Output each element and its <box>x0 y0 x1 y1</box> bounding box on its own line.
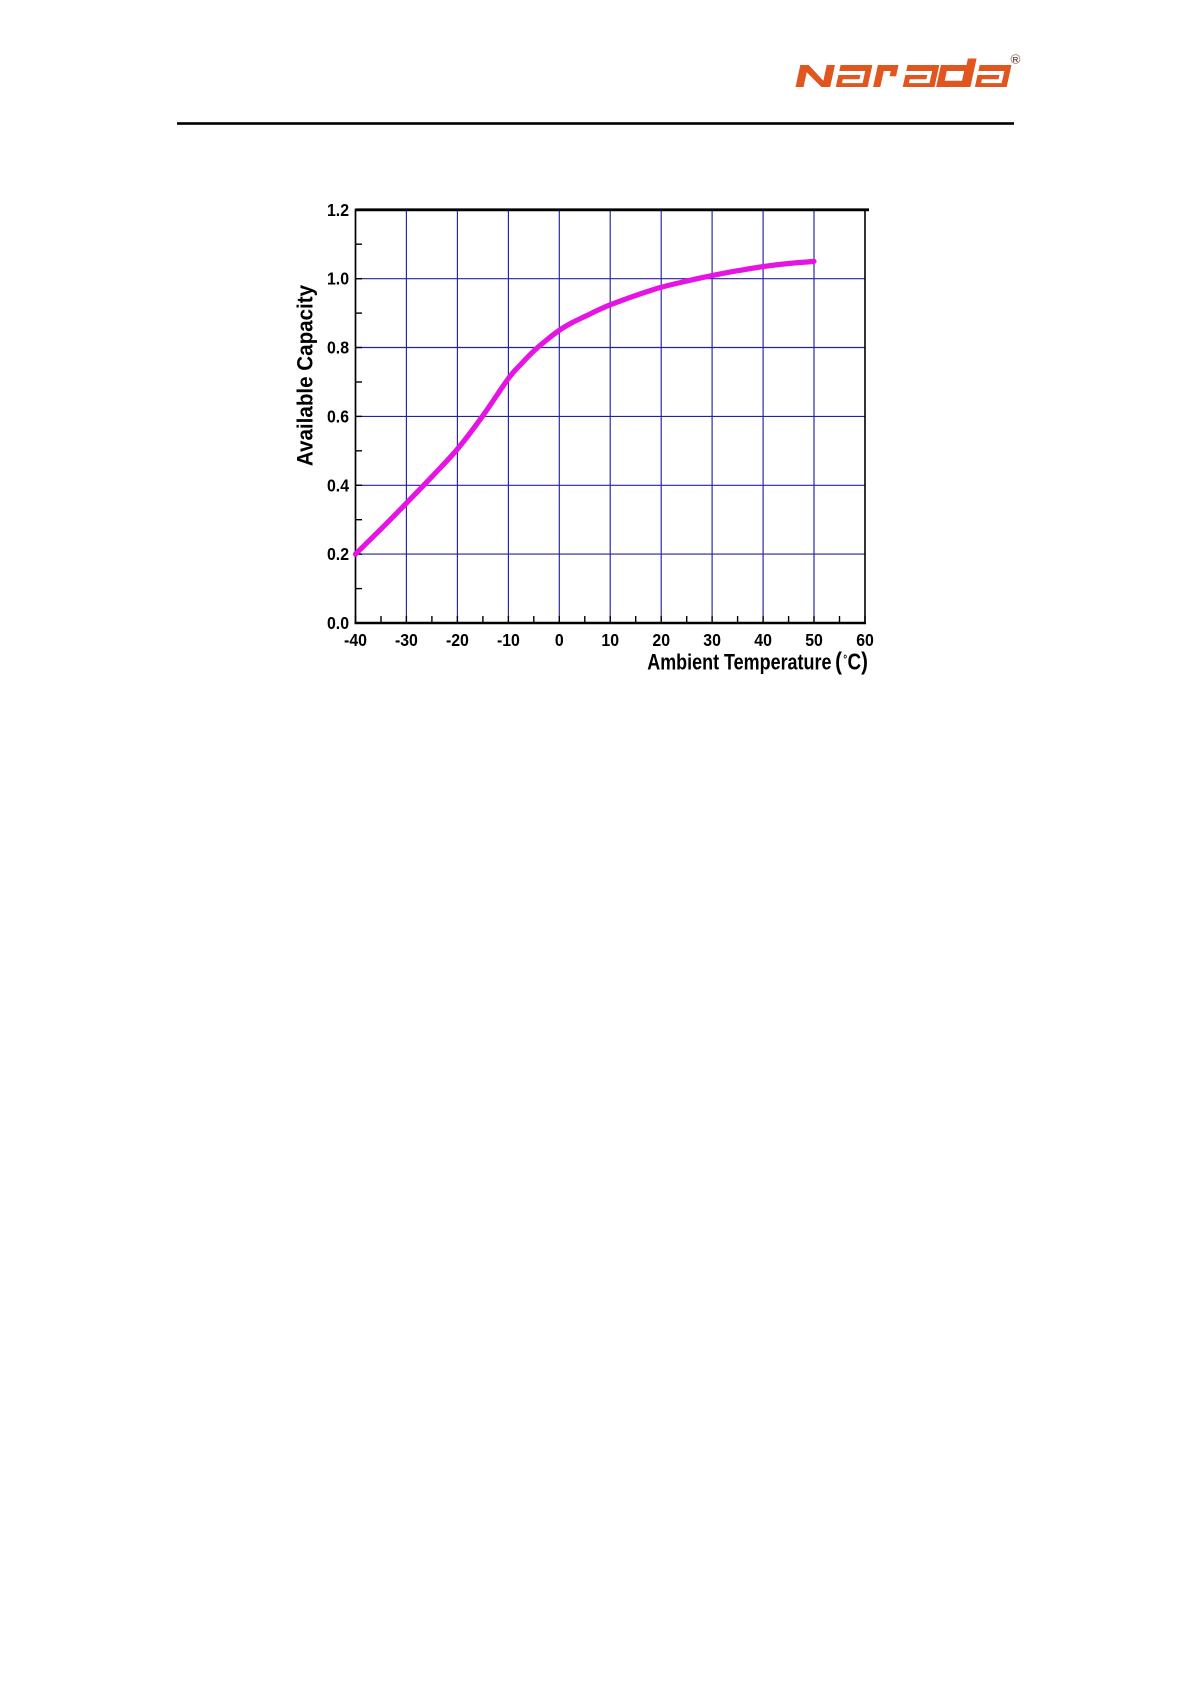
svg-text:1.0: 1.0 <box>327 269 349 289</box>
svg-text:30: 30 <box>703 630 721 650</box>
svg-text:-10: -10 <box>497 630 520 650</box>
svg-text:0.6: 0.6 <box>327 407 349 427</box>
svg-text:0.0: 0.0 <box>327 613 349 633</box>
svg-text:50: 50 <box>805 630 823 650</box>
svg-text:10: 10 <box>601 630 619 650</box>
svg-text:R: R <box>1013 55 1019 64</box>
svg-text:-40: -40 <box>344 630 367 650</box>
svg-text:1.2: 1.2 <box>327 200 349 220</box>
svg-text:Available Capacity: Available Capacity <box>293 285 318 466</box>
svg-text:60: 60 <box>856 630 874 650</box>
svg-text:-30: -30 <box>395 630 418 650</box>
svg-text:20: 20 <box>652 630 670 650</box>
svg-text:0.4: 0.4 <box>327 476 350 496</box>
svg-text:0.8: 0.8 <box>327 338 349 358</box>
svg-text:Ambient Temperature(°C): Ambient Temperature (°C) <box>647 647 868 675</box>
svg-text:0.2: 0.2 <box>327 544 349 564</box>
svg-text:0: 0 <box>555 630 564 650</box>
svg-text:40: 40 <box>754 630 772 650</box>
svg-text:-20: -20 <box>446 630 469 650</box>
